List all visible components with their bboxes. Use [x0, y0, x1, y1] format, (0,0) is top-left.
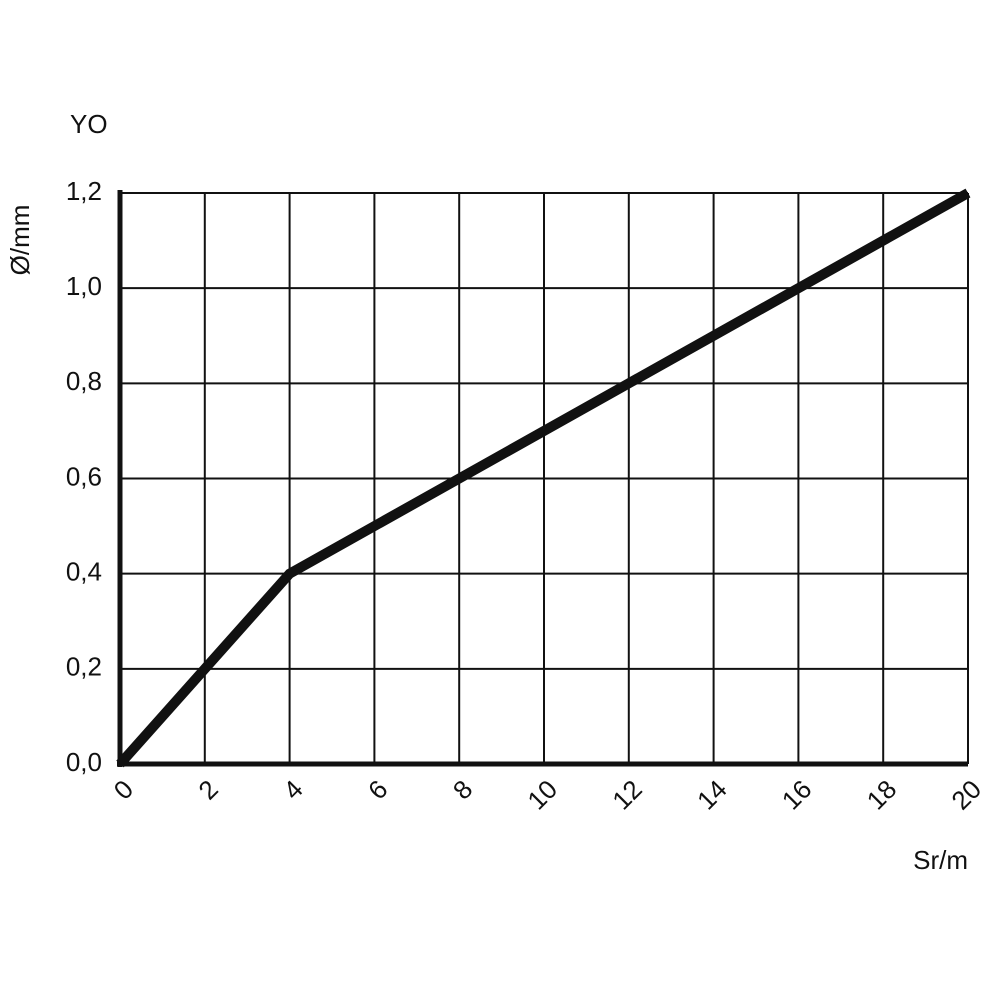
y-tick-label: 0,2 [66, 652, 102, 682]
x-tick-label: 8 [447, 774, 478, 805]
x-tick-label: 6 [362, 774, 393, 805]
y-tick-label: 1,2 [66, 176, 102, 206]
y-tick-label: 0,4 [66, 557, 102, 587]
x-tick-label: 14 [691, 774, 733, 816]
y-tick-label: 0,8 [66, 366, 102, 396]
data-line [116, 188, 971, 768]
x-tick-label: 0 [108, 774, 139, 805]
x-tick-label: 12 [606, 774, 648, 816]
x-tick-label: 20 [945, 774, 987, 816]
y-tick-label: 0,0 [66, 747, 102, 777]
x-tick-label: 2 [192, 774, 223, 805]
x-tick-label: 18 [861, 774, 903, 816]
x-axis-label: Sr/m [913, 845, 968, 875]
x-tick-label: 4 [277, 774, 308, 805]
y-axis-label: Ø/mm [5, 205, 35, 276]
x-tick-label: 10 [521, 774, 563, 816]
y-tick-label: 0,6 [66, 461, 102, 491]
y-tick-label: 1,0 [66, 271, 102, 301]
chart-title: YO [70, 109, 108, 139]
x-tick-label: 16 [776, 774, 818, 816]
